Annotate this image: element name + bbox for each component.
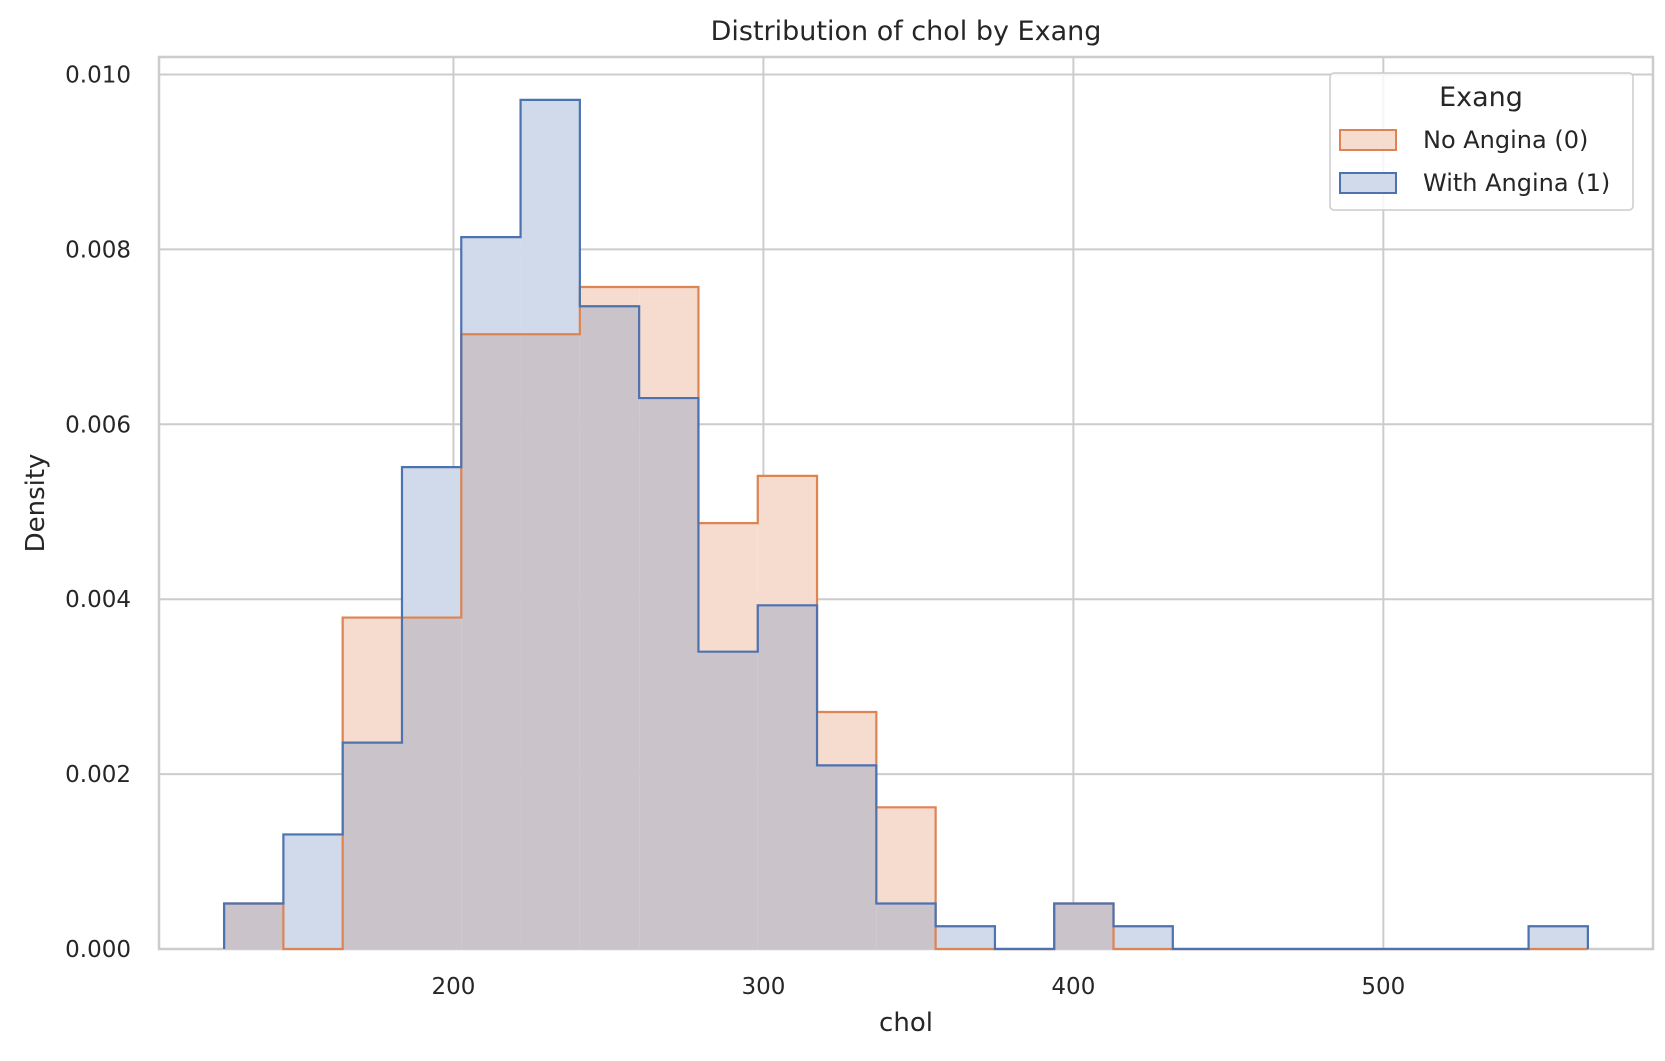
bar-overlap — [1054, 903, 1114, 949]
series-outline-with-angina — [222, 98, 1589, 951]
bar-overlap — [461, 334, 521, 949]
bar-no-angina — [579, 286, 640, 307]
bar-with-angina — [283, 834, 343, 949]
x-tick-label: 400 — [1051, 974, 1095, 1000]
bar-overlap — [579, 306, 640, 949]
bar-with-angina — [520, 99, 580, 335]
legend-label-with-angina: With Angina (1) — [1423, 169, 1610, 197]
y-tick-label: 0.004 — [65, 587, 131, 613]
bar-overlap — [757, 605, 818, 949]
x-tick-label: 200 — [432, 974, 476, 1000]
y-axis-ticks: 0.000 0.002 0.004 0.006 0.008 0.010 — [65, 62, 131, 963]
y-tick-label: 0.010 — [65, 62, 131, 88]
bar-overlap — [224, 903, 284, 949]
bar-with-angina — [461, 237, 521, 335]
y-tick-label: 0.006 — [65, 412, 131, 438]
legend-title: Exang — [1439, 82, 1523, 113]
x-tick-label: 300 — [741, 974, 785, 1000]
bar-no-angina — [639, 286, 699, 399]
bar-no-angina — [342, 617, 402, 743]
bar-with-angina — [1528, 926, 1588, 949]
bar-with-angina — [1113, 926, 1173, 949]
legend-swatch-no-angina — [1339, 129, 1397, 151]
bar-with-angina — [401, 467, 462, 618]
bar-no-angina — [876, 807, 936, 904]
bar-overlap — [639, 398, 699, 949]
bar-no-angina — [757, 475, 818, 606]
bar-no-angina — [817, 712, 877, 766]
x-axis-ticks: 200 300 400 500 — [432, 974, 1406, 1000]
bar-overlap — [698, 651, 758, 949]
y-tick-label: 0.002 — [65, 762, 131, 788]
chart-title: Distribution of chol by Exang — [711, 16, 1102, 47]
bar-overlap — [817, 765, 877, 949]
legend: Exang No Angina (0) With Angina (1) — [1329, 72, 1634, 211]
x-tick-label: 500 — [1361, 974, 1405, 1000]
x-axis-label: chol — [879, 1008, 933, 1038]
bar-no-angina — [698, 523, 758, 652]
histogram-bars — [222, 98, 1589, 951]
legend-frame — [1329, 72, 1634, 211]
bar-overlap — [876, 903, 936, 949]
bar-overlap — [401, 617, 462, 949]
bar-overlap — [342, 742, 402, 949]
legend-swatch-with-angina — [1339, 172, 1397, 194]
y-tick-label: 0.000 — [65, 937, 131, 963]
legend-label-no-angina: No Angina (0) — [1423, 126, 1588, 154]
bar-overlap — [520, 334, 580, 949]
y-tick-label: 0.008 — [65, 237, 131, 263]
bar-with-angina — [935, 926, 995, 949]
y-axis-label: Density — [21, 454, 51, 553]
